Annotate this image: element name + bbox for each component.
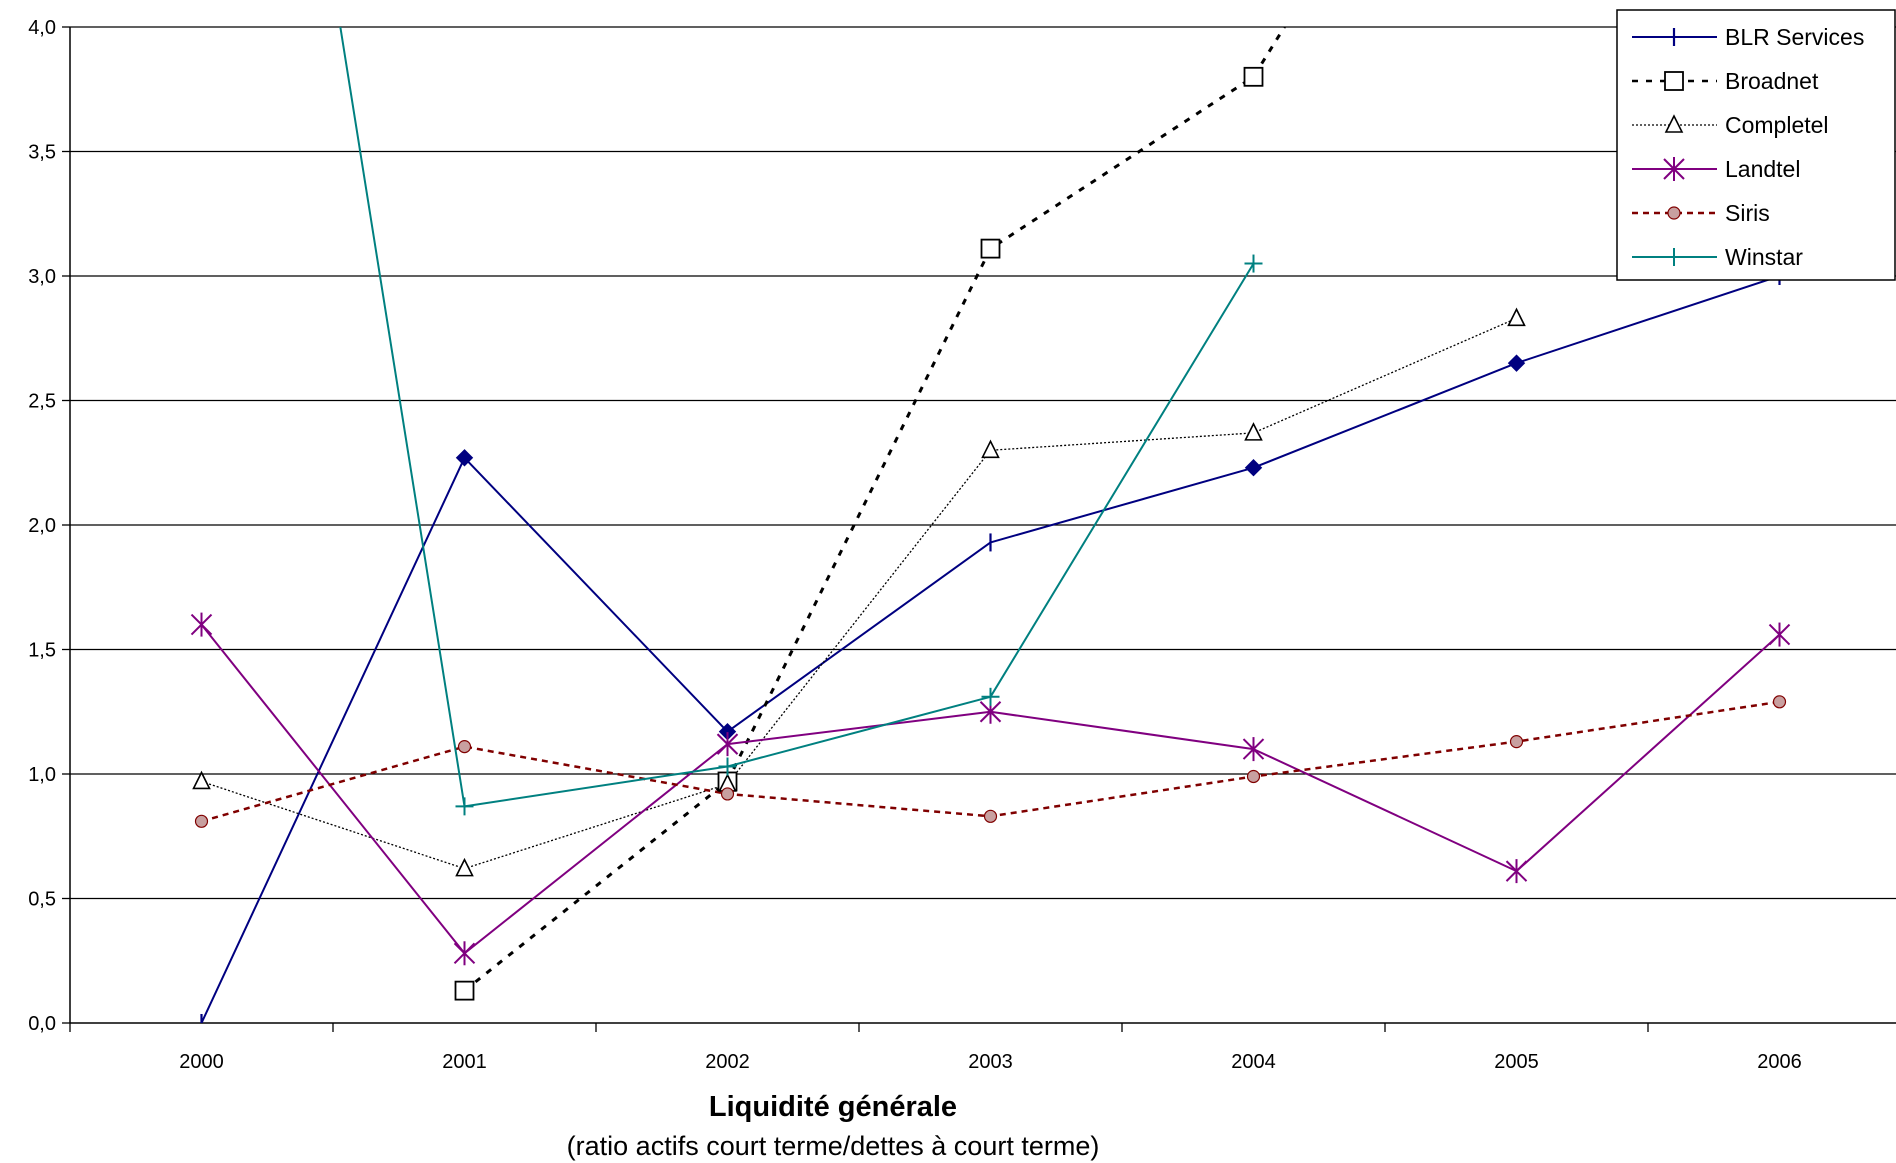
y-tick-label: 1,0: [28, 764, 56, 786]
data-point: [457, 740, 472, 754]
data-point: [1243, 66, 1264, 87]
x-tick-label: 2002: [705, 1051, 750, 1073]
data-point: [720, 787, 735, 801]
y-tick-label: 3,0: [28, 266, 56, 288]
legend-item: Landtel: [1632, 156, 1800, 182]
y-tick-label: 1,5: [28, 640, 56, 662]
data-point: [981, 439, 1000, 459]
x-tick-label: 2000: [179, 1051, 224, 1073]
x-tick-label: 2006: [1757, 1051, 1802, 1073]
data-point: [455, 857, 474, 877]
series-layer: [200, 27, 1781, 1023]
series-line-completel: [201, 317, 1517, 870]
legend-marker: [1665, 248, 1683, 266]
y-tick-label: 3,5: [28, 142, 56, 164]
data-point: [1507, 354, 1526, 372]
y-tick-label: 0,5: [28, 889, 56, 911]
data-point: [1505, 859, 1528, 884]
x-tick-label: 2001: [442, 1051, 487, 1073]
legend-item: Siris: [1632, 200, 1770, 226]
marker-layer: [190, 66, 1791, 1023]
data-point: [980, 238, 1001, 259]
legend-label: Completel: [1725, 112, 1829, 138]
data-point: [981, 687, 1000, 706]
legend-label: Siris: [1725, 200, 1770, 226]
legend-label: Winstar: [1725, 244, 1803, 270]
legend: BLR Services Broadnet Completel Landtel Siri…: [1616, 9, 1896, 281]
data-point: [1244, 254, 1263, 273]
data-point: [1768, 622, 1791, 647]
y-tick-label: 4,0: [28, 17, 56, 39]
y-tick-label: 2,0: [28, 515, 56, 537]
data-point: [716, 732, 739, 757]
y-tick-label: 0,0: [28, 1013, 56, 1035]
legend-item: Broadnet: [1632, 68, 1819, 94]
legend-item: Completel: [1632, 112, 1829, 138]
data-point: [1772, 695, 1787, 709]
x-tick-label: 2003: [968, 1051, 1013, 1073]
data-point: [1242, 737, 1265, 762]
data-point: [1246, 769, 1261, 784]
data-point: [194, 814, 209, 828]
data-point: [455, 449, 474, 467]
data-point: [1244, 459, 1263, 477]
data-point: [192, 770, 211, 790]
legend-marker: [1664, 114, 1684, 133]
data-point: [1244, 422, 1263, 441]
data-point: [1507, 307, 1526, 327]
data-point: [453, 941, 476, 966]
legend-label: Landtel: [1725, 156, 1800, 182]
legend-item: BLR Services: [1632, 24, 1864, 50]
legend-label: BLR Services: [1725, 24, 1864, 50]
data-point: [455, 797, 474, 816]
legend-item: Winstar: [1632, 244, 1803, 270]
data-point: [190, 612, 213, 637]
chart-title: Liquidité générale: [709, 1091, 957, 1123]
legend-label: Broadnet: [1725, 68, 1819, 94]
legend-marker: [1664, 71, 1684, 91]
data-point: [1509, 735, 1524, 749]
legend-marker: [1667, 206, 1681, 220]
data-point: [454, 980, 475, 1001]
data-point: [983, 809, 998, 823]
x-tick-label: 2004: [1231, 1051, 1276, 1073]
series-line-landtel: [200, 623, 1781, 955]
legend-marker: [1663, 157, 1685, 181]
data-point: [718, 757, 737, 776]
chart-subtitle: (ratio actifs court terme/dettes à court…: [567, 1131, 1100, 1161]
legend-box: [1616, 9, 1896, 281]
y-tick-label: 2,5: [28, 391, 56, 413]
series-line-broadnet: [463, 27, 1287, 992]
x-tick-label: 2005: [1494, 1051, 1539, 1073]
axes: 0,0 0,5 1,0 1,5 2,0 2,5 3,0 3,5 4,0 2000 2001 2002 2…: [28, 17, 1896, 1073]
